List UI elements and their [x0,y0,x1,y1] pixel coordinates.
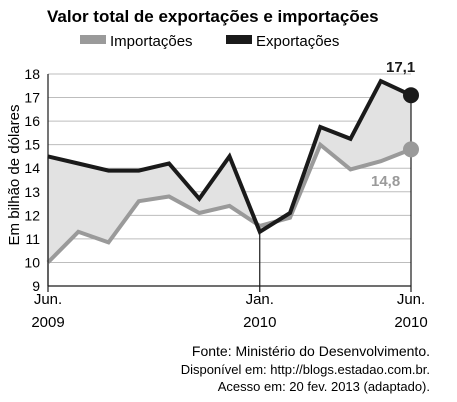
legend-label-importacoes: Importações [110,33,193,50]
chart-title: Valor total de exportações e importações [47,7,379,26]
x-tick-label-month: Jun. [34,291,62,308]
series-lines [46,78,412,264]
end-marker-importacoes [403,141,419,158]
x-tick-labels: Jun. 2009 Jan. 2010 Jun. 2010 [31,291,427,331]
y-tick-label: 12 [24,207,40,223]
legend-swatch-exportacoes [226,35,252,44]
y-tick-label: 11 [25,231,40,247]
data-label-importacoes: 14,8 [371,173,400,190]
area-between-series [48,81,411,263]
y-tick-label: 13 [24,184,40,200]
x-tick-label-month: Jan. [246,291,274,308]
y-tick-label: 10 [24,254,40,270]
legend-label-exportacoes: Exportações [256,33,339,50]
series-line-importacoes [46,141,412,264]
y-tick-label: 17 [24,90,40,106]
y-tick-label: 14 [24,160,40,176]
source-line-3: Acesso em: 20 fev. 2013 (adaptado). [218,379,430,394]
source-line-1: Fonte: Ministério do Desenvolvimento. [192,343,430,359]
x-tick-label-year: 2009 [31,314,64,331]
x-tick-label-year: 2010 [243,314,276,331]
end-marker-exportacoes [403,87,419,104]
shaded-area [48,81,411,263]
x-tick-label-year: 2010 [394,314,427,331]
data-label-exportacoes: 17,1 [386,59,415,76]
series-line-exportacoes [47,78,412,235]
source-line-2: Disponível em: http://blogs.estadao.com.… [181,362,430,377]
y-tick-label: 15 [24,137,40,153]
legend: Importações Exportações [80,33,339,50]
y-axis-label: Em bilhão de dólares [6,105,23,246]
end-markers [403,87,419,158]
x-tick-label-month: Jun. [397,291,425,308]
y-tick-labels: 9 10 11 12 13 14 15 16 17 18 [24,66,40,294]
y-tick-label: 9 [32,278,40,294]
axes [47,74,411,287]
y-tick-label: 16 [24,113,40,129]
legend-swatch-importacoes [80,35,106,44]
y-tick-label: 18 [24,66,40,82]
